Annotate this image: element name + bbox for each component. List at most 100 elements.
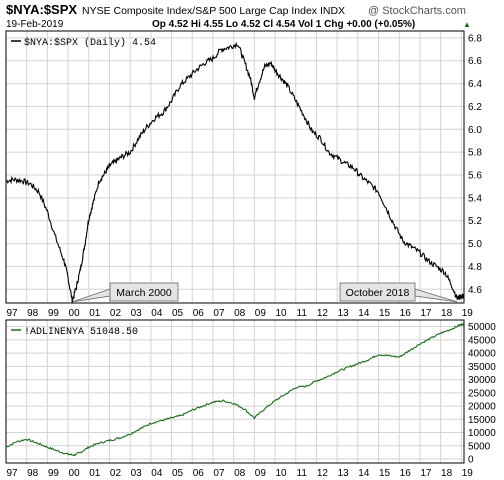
x-tick-label: 19 xyxy=(462,468,474,479)
x-tick-label: 13 xyxy=(338,468,350,479)
ratio-line xyxy=(5,41,465,304)
x-tick-label: 05 xyxy=(172,308,184,319)
x-tick-label: 17 xyxy=(420,308,432,319)
y-tick-label: 50000 xyxy=(468,322,496,333)
breadth-x-axis: 97 98 99 00 01 02 03 04 05 06 07 08 09 10 11 12 13 14 15 16… xyxy=(6,468,473,479)
x-tick-label: 19 xyxy=(462,308,474,319)
x-tick-label: 06 xyxy=(193,308,205,319)
callout-pointer xyxy=(72,288,111,303)
x-tick-label: 99 xyxy=(48,308,60,319)
breadth-line xyxy=(5,322,465,457)
y-tick-label: 20000 xyxy=(468,402,496,413)
watermark: @ StockCharts.com xyxy=(368,5,466,17)
x-tick-label: 03 xyxy=(131,468,143,479)
x-tick-label: 04 xyxy=(151,468,163,479)
y-tick-label: 30000 xyxy=(468,375,496,386)
x-tick-label: 11 xyxy=(297,468,308,479)
ratio-legend-text: $NYA:$SPX (Daily) 4.54 xyxy=(24,37,156,49)
quote-arrow-icon: ▲ xyxy=(463,20,471,29)
chart-description: NYSE Composite Index/S&P 500 Large Cap I… xyxy=(82,5,345,17)
ratio-gridlines xyxy=(6,31,464,303)
breadth-gridlines xyxy=(6,320,464,463)
y-tick-label: 5.0 xyxy=(468,239,482,250)
x-tick-label: 98 xyxy=(27,308,39,319)
y-tick-label: 6.8 xyxy=(468,33,482,44)
x-tick-label: 98 xyxy=(27,468,39,479)
y-tick-label: 4.6 xyxy=(468,285,482,296)
ratio-panel: 4.64.85.05.25.45.65.86.06.26.46.66.8 97 9… xyxy=(5,30,482,319)
breadth-series xyxy=(5,322,465,457)
x-tick-label: 06 xyxy=(193,468,205,479)
y-tick-label: 25000 xyxy=(468,388,496,399)
callout-box xyxy=(109,282,179,302)
x-tick-label: 10 xyxy=(275,308,287,319)
x-tick-label: 12 xyxy=(317,468,329,479)
y-tick-label: 6.0 xyxy=(468,125,482,136)
x-tick-label: 00 xyxy=(69,308,81,319)
callout-text: October 2018 xyxy=(346,287,410,299)
y-tick-label: 0 xyxy=(468,455,474,466)
ratio-y-axis: 4.6 4.8 5.0 5.2 5.4 5.6 5.8 6.0 6.2 6.4 6.6 6.8 xyxy=(468,33,482,295)
callout-october-2018: October 2018 xyxy=(339,282,458,303)
breadth-legend-text: !ADLINENYA 51048.50 xyxy=(24,327,138,338)
x-tick-label: 13 xyxy=(338,308,350,319)
ratio-panel-frame xyxy=(5,30,465,304)
x-tick-label: 07 xyxy=(213,468,225,479)
x-tick-label: 15 xyxy=(379,468,391,479)
y-tick-label: 5.4 xyxy=(468,193,482,204)
y-tick-label: 5.6 xyxy=(468,171,482,182)
x-tick-label: 97 xyxy=(6,468,18,479)
y-tick-label: 40000 xyxy=(468,349,496,360)
ratio-annotations: March 2000 October 2018 xyxy=(72,282,458,303)
x-tick-label: 16 xyxy=(400,468,412,479)
x-tick-label: 09 xyxy=(255,308,267,319)
x-tick-label: 09 xyxy=(255,468,267,479)
breadth-panel: 0500010000150002000025000300003500040000… xyxy=(5,319,496,479)
x-tick-label: 18 xyxy=(441,308,453,319)
callout-march-2000: March 2000 xyxy=(72,282,179,303)
x-tick-label: 10 xyxy=(275,468,287,479)
x-tick-label: 08 xyxy=(234,308,246,319)
breadth-legend: !ADLINENYA 51048.50 xyxy=(11,327,138,338)
x-tick-label: 05 xyxy=(172,468,184,479)
x-tick-label: 01 xyxy=(89,308,101,319)
x-tick-label: 14 xyxy=(358,468,370,479)
x-tick-label: 01 xyxy=(89,468,101,479)
y-tick-label: 5.8 xyxy=(468,148,482,159)
x-tick-label: 04 xyxy=(151,308,163,319)
ratio-x-axis: 97 98 99 00 01 02 03 04 05 06 07 08 09 10 11 12 13 14 15 16… xyxy=(6,308,473,319)
y-tick-label: 45000 xyxy=(468,335,496,346)
quote-summary: Op 4.52 Hi 4.55 Lo 4.52 Cl 4.54 Vol 1 Ch… xyxy=(152,19,415,30)
callout-text: March 2000 xyxy=(116,287,172,299)
x-tick-label: 18 xyxy=(441,468,453,479)
y-tick-label: 5000 xyxy=(468,441,491,452)
chart-date: 19-Feb-2019 xyxy=(6,19,64,30)
x-tick-label: 99 xyxy=(48,468,60,479)
ratio-series xyxy=(5,41,465,304)
x-tick-label: 03 xyxy=(131,308,143,319)
x-tick-label: 14 xyxy=(358,308,370,319)
x-tick-label: 97 xyxy=(6,308,18,319)
x-tick-label: 07 xyxy=(213,308,225,319)
y-tick-label: 35000 xyxy=(468,362,496,373)
y-tick-label: 15000 xyxy=(468,415,496,426)
x-tick-label: 15 xyxy=(379,308,391,319)
x-tick-label: 11 xyxy=(297,308,308,319)
x-tick-label: 00 xyxy=(69,468,81,479)
x-tick-label: 17 xyxy=(420,468,432,479)
chart-symbol: $NYA:$SPX xyxy=(6,2,77,17)
callout-pointer xyxy=(414,288,458,303)
ratio-legend: $NYA:$SPX (Daily) 4.54 xyxy=(11,37,156,49)
y-tick-label: 4.8 xyxy=(468,262,482,273)
x-tick-label: 02 xyxy=(110,308,122,319)
y-tick-label: 5.2 xyxy=(468,216,482,227)
x-tick-label: 02 xyxy=(110,468,122,479)
y-tick-label: 10000 xyxy=(468,428,496,439)
y-tick-label: 6.6 xyxy=(468,56,482,67)
y-tick-label: 6.4 xyxy=(468,79,482,90)
x-tick-label: 08 xyxy=(234,468,246,479)
breadth-panel-frame xyxy=(5,319,465,464)
x-tick-label: 16 xyxy=(400,308,412,319)
breadth-y-axis: 0 5000 10000 15000 20000 25000 30000 35000 40000… xyxy=(468,322,496,465)
